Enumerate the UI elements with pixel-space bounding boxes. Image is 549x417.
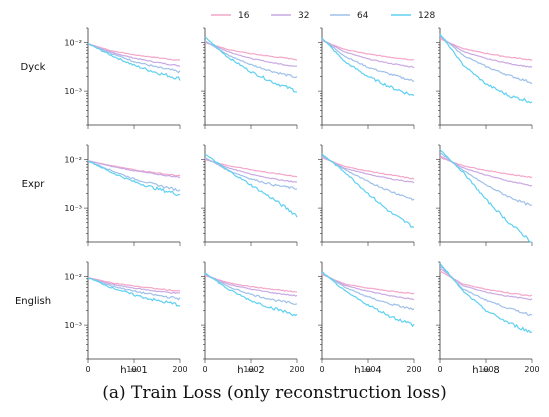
series-line-32 bbox=[439, 267, 533, 301]
series-line-16 bbox=[87, 277, 181, 292]
panel-expr-h-2 bbox=[201, 144, 298, 246]
series-line-32 bbox=[87, 277, 181, 294]
series-line-32 bbox=[87, 160, 181, 179]
series-line-128 bbox=[87, 277, 181, 307]
x-tick-label: 100 bbox=[243, 365, 258, 374]
series-line-64 bbox=[87, 277, 181, 301]
series-line-128 bbox=[439, 149, 533, 243]
column-label-h-1: h = 1 bbox=[120, 365, 147, 376]
series-line-32 bbox=[439, 36, 533, 68]
x-tick-label: 100 bbox=[478, 365, 493, 374]
panel-english-h-1: 10⁻² 10⁻³ 0 100 200 bbox=[64, 261, 188, 374]
y-tick-label: 10⁻³ bbox=[64, 204, 82, 213]
series-line-128 bbox=[204, 272, 298, 317]
panel-english-h-2: 0 100 200 bbox=[201, 261, 305, 374]
y-tick-label: 10⁻³ bbox=[64, 321, 82, 330]
series-line-16 bbox=[321, 40, 415, 61]
series-line-128 bbox=[204, 36, 298, 93]
y-tick-label: 10⁻² bbox=[64, 273, 82, 282]
series-line-64 bbox=[321, 155, 415, 201]
series-line-32 bbox=[204, 273, 298, 297]
y-tick-label: 10⁻² bbox=[64, 156, 82, 165]
panel-dyck-h-2 bbox=[201, 27, 298, 129]
series-line-128 bbox=[321, 271, 415, 328]
series-line-64 bbox=[439, 265, 533, 317]
series-line-64 bbox=[439, 34, 533, 85]
series-line-64 bbox=[439, 152, 533, 206]
series-line-64 bbox=[204, 157, 298, 190]
series-line-32 bbox=[204, 41, 298, 67]
series-line-64 bbox=[321, 38, 415, 83]
panel-dyck-h-4 bbox=[318, 27, 415, 129]
legend-label-128: 128 bbox=[418, 11, 435, 21]
column-labels: h = 1 h = 2 h = 4 h = 8 bbox=[120, 365, 499, 376]
series-line-128 bbox=[321, 153, 415, 228]
panel-english-h-8: 0 100 200 bbox=[436, 261, 540, 374]
x-tick-label: 0 bbox=[319, 365, 324, 374]
series-line-64 bbox=[204, 273, 298, 305]
x-tick-label: 100 bbox=[126, 365, 141, 374]
column-label-h-2: h = 2 bbox=[237, 365, 264, 376]
series-line-128 bbox=[87, 43, 181, 81]
series-line-128 bbox=[439, 33, 533, 104]
x-tick-label: 100 bbox=[360, 365, 375, 374]
series-line-16 bbox=[321, 157, 415, 180]
row-labels: Dyck Expr English bbox=[15, 62, 51, 307]
x-tick-label: 0 bbox=[437, 365, 442, 374]
series-line-16 bbox=[87, 43, 181, 61]
panel-expr-h-4 bbox=[318, 144, 415, 246]
series-line-128 bbox=[87, 160, 181, 197]
legend-label-32: 32 bbox=[298, 11, 309, 21]
column-label-h-4: h = 4 bbox=[354, 365, 381, 376]
panel-expr-h-8 bbox=[436, 144, 533, 246]
series-line-128 bbox=[439, 262, 533, 334]
series-line-32 bbox=[321, 273, 415, 301]
x-tick-label: 0 bbox=[85, 365, 90, 374]
row-label-expr: Expr bbox=[22, 179, 46, 190]
column-label-h-8: h = 8 bbox=[472, 365, 499, 376]
series-line-128 bbox=[321, 37, 415, 97]
series-line-16 bbox=[204, 274, 298, 293]
panel-dyck-h-1: 10⁻² 10⁻³ bbox=[64, 27, 181, 129]
series-line-32 bbox=[321, 156, 415, 184]
y-tick-label: 10⁻³ bbox=[64, 87, 82, 96]
x-tick-label: 200 bbox=[172, 365, 187, 374]
row-label-dyck: Dyck bbox=[21, 62, 46, 73]
x-tick-label: 0 bbox=[202, 365, 207, 374]
panel-expr-h-1: 10⁻² 10⁻³ bbox=[64, 144, 181, 246]
series-line-64 bbox=[321, 272, 415, 311]
panels: 10⁻²10⁻³10⁻²10⁻³10⁻²10⁻³0 100 200 0 100 200 0 1… bbox=[64, 27, 540, 374]
series-line-16 bbox=[439, 38, 533, 61]
x-tick-label: 200 bbox=[289, 365, 304, 374]
legend-label-64: 64 bbox=[357, 11, 369, 21]
legend-label-16: 16 bbox=[238, 11, 250, 21]
x-tick-label: 200 bbox=[524, 365, 539, 374]
series-line-32 bbox=[321, 39, 415, 69]
panel-english-h-4: 0 100 200 bbox=[318, 261, 422, 374]
row-label-english: English bbox=[15, 296, 51, 307]
series-line-16 bbox=[204, 42, 298, 61]
panel-dyck-h-8 bbox=[436, 27, 533, 129]
series-line-128 bbox=[204, 153, 298, 218]
x-tick-label: 200 bbox=[406, 365, 421, 374]
legend: 16 32 64 128 bbox=[211, 11, 435, 21]
figure-caption: (a) Train Loss (only reconstruction loss… bbox=[102, 383, 447, 403]
series-line-64 bbox=[87, 43, 181, 74]
y-tick-label: 10⁻² bbox=[64, 39, 82, 48]
